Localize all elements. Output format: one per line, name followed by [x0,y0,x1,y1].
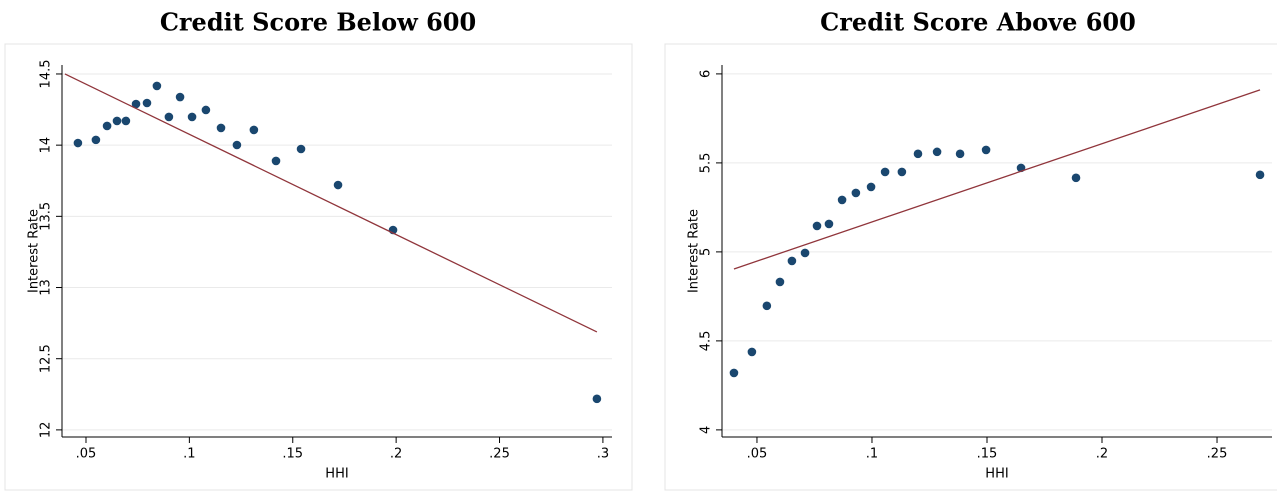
y-tick-label: 6 [699,70,714,78]
scatter-point [913,149,923,159]
y-tick-label: 13 [39,279,54,296]
scatter-point [747,347,757,357]
chart-title: Credit Score Below 600 [160,8,476,37]
scatter-point [762,301,772,311]
scatter-point [142,98,152,108]
scatter-point [131,99,141,109]
scatter-point [232,140,242,150]
y-tick-label: 14 [39,137,54,154]
y-axis-label: Interest Rate [687,209,702,293]
scatter-point [775,277,785,287]
scatter-point [812,221,822,231]
scatter-point [981,145,991,155]
scatter-point [187,112,197,122]
y-axis-label: Interest Rate [27,209,42,293]
x-tick-label: .25 [1207,447,1228,462]
x-tick-label: .1 [866,447,878,462]
x-tick-label: .15 [282,447,303,462]
chart-panel: Credit Score Above 600 4 4.5 5 5.5 6 .05 .1 .15.… [664,8,1277,491]
x-tick-label: .15 [977,447,998,462]
scatter-point [175,92,185,102]
scatter-point [851,188,861,198]
scatter-point [164,112,174,122]
scatter-point [592,394,602,404]
scatter-point [729,368,739,378]
fit-line [64,73,598,333]
y-tick-label: 13.5 [39,202,54,231]
y-tick-label: 5.5 [699,153,714,174]
x-tick-label: .05 [76,447,97,462]
scatter-point [271,156,281,166]
scatter-point [201,105,211,115]
x-tick-label: .3 [597,447,609,462]
y-tick-label: 5 [699,248,714,256]
scatter-point [800,248,810,258]
scatter-point [866,182,876,192]
scatter-point [249,125,259,135]
x-axis-label: HHI [325,467,348,482]
x-tick-label: .05 [747,447,768,462]
scatter-point [91,135,101,145]
x-tick-label: .2 [390,447,402,462]
chart-panel: Credit Score Below 600 12 12.5 13 13.5 14 14.5… [4,8,633,491]
scatter-point [296,144,306,154]
scatter-point [837,195,847,205]
scatter-point [824,219,834,229]
y-tick-label: 4.5 [699,331,714,352]
x-axis-label: HHI [985,467,1008,482]
x-tick-label: .1 [183,447,195,462]
fit-line [733,89,1261,270]
panel-frame [4,43,633,491]
scatter-point [112,116,122,126]
scatter-point [955,149,965,159]
x-tick-label: .2 [1096,447,1108,462]
scatter-point [1071,173,1081,183]
scatter-point [787,256,797,266]
scatter-point [216,123,226,133]
scatter-point [121,116,131,126]
x-tick-label: .25 [489,447,510,462]
y-tick-label: 4 [699,426,714,434]
scatter-point [73,138,83,148]
y-tick-label: 12.5 [39,344,54,373]
scatter-point [333,180,343,190]
chart-title: Credit Score Above 600 [820,8,1136,37]
scatter-point [897,167,907,177]
y-tick-label: 14.5 [39,59,54,88]
y-tick-label: 12 [39,422,54,439]
scatter-point [880,167,890,177]
scatter-point [152,81,162,91]
panel-frame [664,43,1277,491]
scatter-point [102,121,112,131]
scatter-point [1255,170,1265,180]
scatter-point [932,147,942,157]
